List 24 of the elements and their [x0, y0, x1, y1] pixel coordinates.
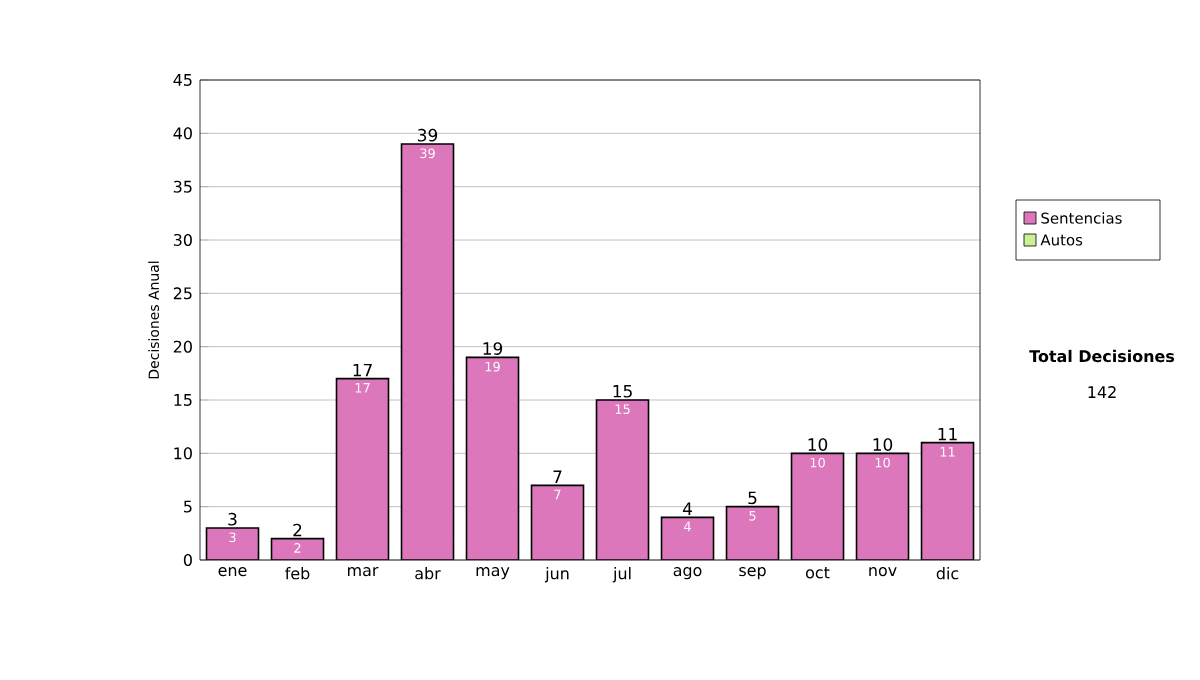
total-label: 2	[293, 523, 302, 537]
total-label: 39	[418, 128, 438, 142]
total-label: 17	[353, 363, 372, 377]
total-label: 10	[808, 438, 828, 451]
bar	[791, 453, 844, 560]
total-label: 7	[553, 470, 562, 483]
total-label: 3	[228, 512, 237, 526]
bar	[920, 441, 975, 560]
bar	[206, 528, 259, 560]
bar	[726, 506, 779, 560]
bar	[856, 453, 909, 560]
total-label: 5	[748, 491, 757, 505]
bar	[271, 538, 324, 560]
bar	[466, 357, 519, 560]
total-label: 10	[873, 438, 893, 451]
bar	[661, 517, 714, 560]
bar	[596, 400, 649, 560]
total-label: 19	[483, 342, 503, 355]
total-label: 11	[938, 427, 957, 441]
total-label: 4	[682, 502, 692, 515]
bar	[401, 144, 454, 560]
total-label: 15	[613, 385, 632, 398]
bar	[531, 485, 584, 560]
bar	[336, 378, 389, 560]
